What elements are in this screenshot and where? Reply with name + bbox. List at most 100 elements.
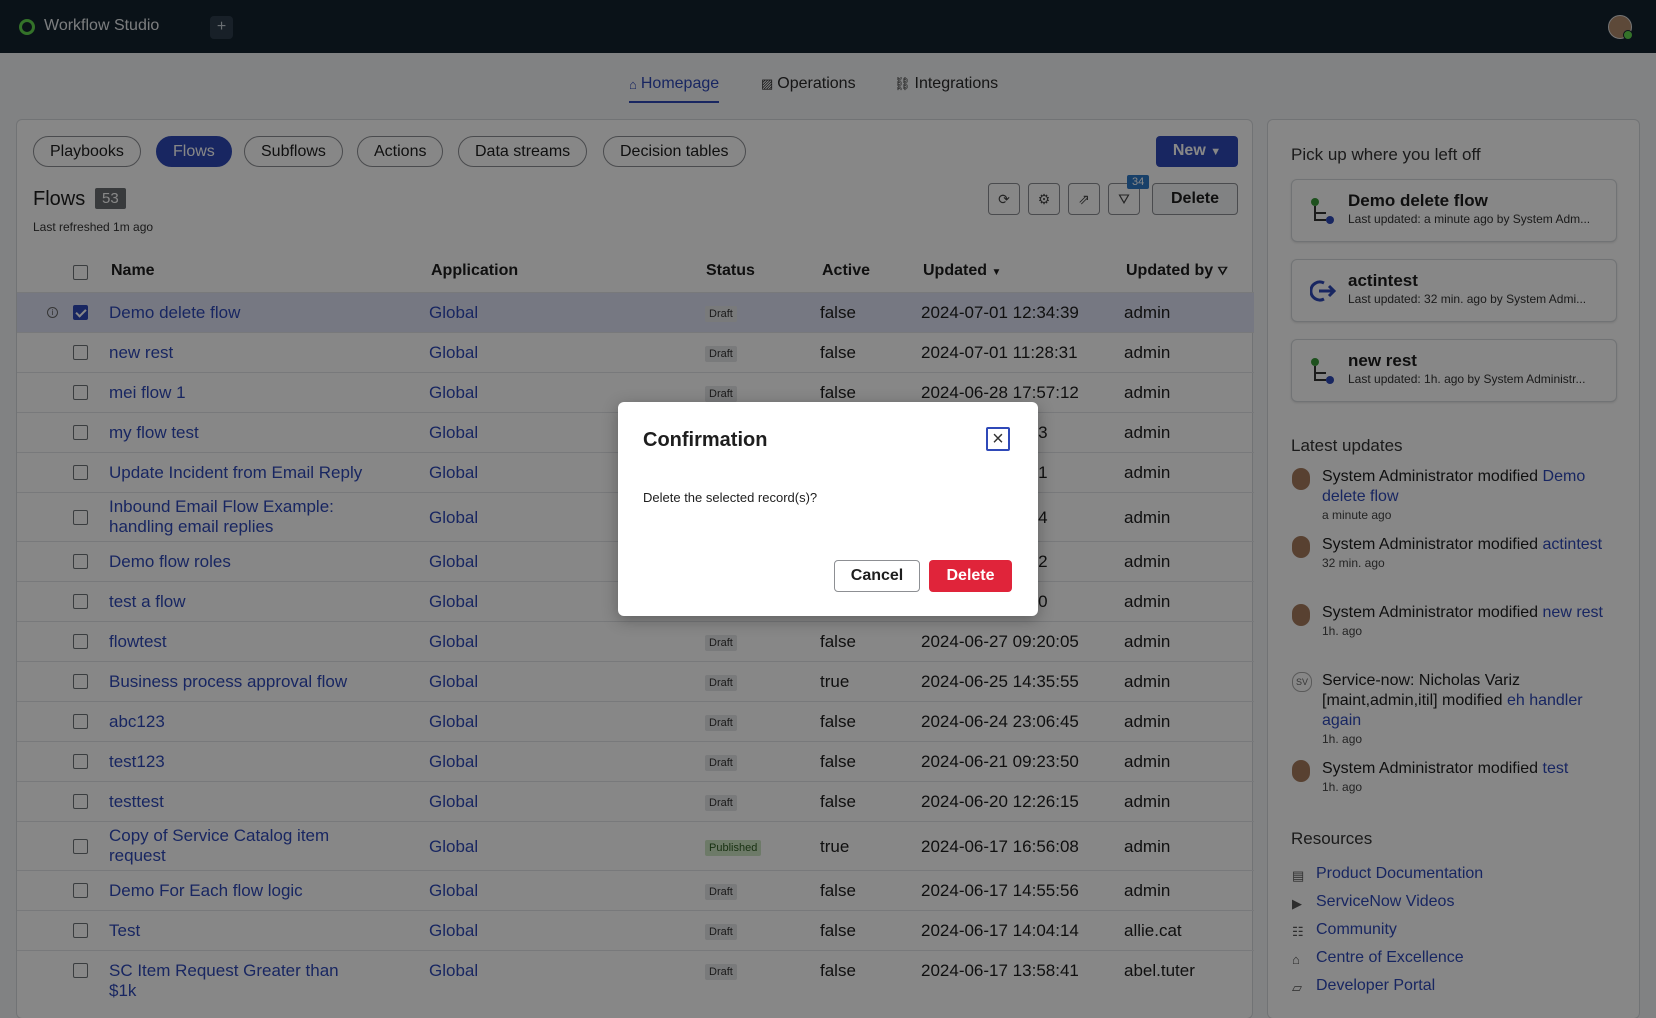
- select-all-checkbox[interactable]: [73, 265, 88, 280]
- table-row[interactable]: Copy of Service Catalog item request Glob…: [17, 821, 1254, 870]
- user-avatar[interactable]: [1608, 15, 1633, 40]
- recent-card[interactable]: actintest Last updated: 32 min. ago by S…: [1291, 259, 1617, 322]
- row-checkbox[interactable]: [73, 794, 88, 809]
- table-row[interactable]: SC Item Request Greater than $1k Global Dr…: [17, 950, 1254, 1000]
- table-row[interactable]: new rest Global Draft false 2024-07-01 11:28…: [17, 332, 1254, 372]
- application-link[interactable]: Global: [429, 921, 479, 940]
- confirm-delete-button[interactable]: Delete: [929, 560, 1012, 592]
- flow-name-link[interactable]: Update Incident from Email Reply: [109, 463, 363, 482]
- chip-playbooks[interactable]: Playbooks: [33, 136, 141, 167]
- application-link[interactable]: Global: [429, 303, 479, 322]
- application-link[interactable]: Global: [429, 836, 479, 856]
- update-link[interactable]: new rest: [1542, 604, 1603, 621]
- recent-card[interactable]: new rest Last updated: 1h. ago by System…: [1291, 339, 1617, 402]
- table-row[interactable]: Demo For Each flow logic Global Draft false…: [17, 870, 1254, 910]
- application-link[interactable]: Global: [429, 592, 479, 611]
- info-icon[interactable]: i: [47, 307, 58, 318]
- flow-name-link[interactable]: new rest: [109, 343, 174, 362]
- application-link[interactable]: Global: [429, 961, 479, 980]
- row-checkbox[interactable]: [73, 425, 88, 440]
- table-row[interactable]: mei flow 1 Global Draft false 2024-06-28 17:…: [17, 372, 1254, 412]
- flow-name-link[interactable]: Demo delete flow: [109, 303, 241, 322]
- chip-decision-tables[interactable]: Decision tables: [603, 136, 746, 167]
- row-checkbox[interactable]: [73, 554, 88, 569]
- row-checkbox[interactable]: [73, 465, 88, 480]
- flow-name-link[interactable]: SC Item Request Greater than $1k: [109, 961, 339, 1000]
- row-checkbox[interactable]: [73, 674, 88, 689]
- col-updated[interactable]: Updated ▼: [923, 262, 1001, 280]
- row-checkbox[interactable]: [73, 509, 88, 525]
- recent-card[interactable]: Demo delete flow Last updated: a minute …: [1291, 179, 1617, 242]
- col-active[interactable]: Active: [822, 262, 871, 279]
- row-checkbox[interactable]: [73, 594, 88, 609]
- flow-name-link[interactable]: Business process approval flow: [109, 672, 348, 691]
- resource-link[interactable]: Community: [1316, 921, 1397, 938]
- application-link[interactable]: Global: [429, 632, 479, 651]
- resource-link[interactable]: ServiceNow Videos: [1316, 893, 1455, 910]
- update-link[interactable]: eh handler again: [1322, 692, 1583, 729]
- tab-integrations[interactable]: ⛓ Integrations: [894, 75, 998, 101]
- application-link[interactable]: Global: [429, 383, 479, 402]
- flow-name-link[interactable]: Demo For Each flow logic: [109, 881, 303, 900]
- row-checkbox[interactable]: [73, 754, 88, 769]
- application-link[interactable]: Global: [429, 712, 479, 731]
- table-row[interactable]: abc123 Global Draft false 2024-06-24 23:06:4…: [17, 701, 1254, 741]
- update-link[interactable]: Demo delete flow: [1322, 468, 1586, 505]
- row-checkbox[interactable]: [73, 838, 88, 854]
- table-row[interactable]: i Demo delete flow Global Draft false 2024-07…: [17, 292, 1254, 332]
- row-checkbox[interactable]: [73, 963, 88, 978]
- table-row[interactable]: flowtest Global Draft false 2024-06-27 09:20…: [17, 621, 1254, 661]
- row-checkbox[interactable]: [73, 714, 88, 729]
- tab-operations[interactable]: ▨ Operations: [761, 75, 856, 101]
- application-link[interactable]: Global: [429, 463, 479, 482]
- resource-link[interactable]: Developer Portal: [1316, 977, 1436, 994]
- update-link[interactable]: actintest: [1542, 536, 1603, 553]
- flow-name-link[interactable]: abc123: [109, 712, 165, 731]
- flow-name-link[interactable]: testtest: [109, 792, 164, 811]
- new-button[interactable]: New ▼: [1156, 136, 1238, 167]
- resource-link[interactable]: Centre of Excellence: [1316, 949, 1464, 966]
- application-link[interactable]: Global: [429, 343, 479, 362]
- application-link[interactable]: Global: [429, 672, 479, 691]
- cancel-button[interactable]: Cancel: [834, 560, 920, 592]
- application-link[interactable]: Global: [429, 552, 479, 571]
- application-link[interactable]: Global: [429, 752, 479, 771]
- col-application[interactable]: Application: [431, 262, 519, 279]
- table-row[interactable]: testtest Global Draft false 2024-06-20 12:26…: [17, 781, 1254, 821]
- refresh-icon[interactable]: ⟳: [988, 183, 1020, 215]
- resource-link[interactable]: Product Documentation: [1316, 865, 1484, 882]
- add-tab-button[interactable]: +: [210, 16, 233, 39]
- table-row[interactable]: Business process approval flow Global Draf…: [17, 661, 1254, 701]
- application-link[interactable]: Global: [429, 423, 479, 442]
- application-link[interactable]: Global: [429, 881, 479, 900]
- flow-name-link[interactable]: Inbound Email Flow Example: handling ema…: [109, 497, 334, 536]
- tab-homepage[interactable]: ⌂ Homepage: [629, 75, 720, 103]
- flow-name-link[interactable]: test a flow: [109, 592, 186, 611]
- delete-button[interactable]: Delete: [1152, 183, 1238, 215]
- row-checkbox[interactable]: [73, 345, 88, 360]
- flow-name-link[interactable]: Demo flow roles: [109, 552, 231, 571]
- flow-name-link[interactable]: Copy of Service Catalog item request: [109, 826, 330, 865]
- flow-name-link[interactable]: my flow test: [109, 423, 199, 442]
- row-checkbox[interactable]: [73, 385, 88, 400]
- chip-flows[interactable]: Flows: [156, 136, 232, 167]
- flow-name-link[interactable]: Test: [109, 921, 141, 940]
- application-link[interactable]: Global: [429, 507, 479, 527]
- flow-name-link[interactable]: test123: [109, 752, 165, 771]
- table-row[interactable]: test123 Global Draft false 2024-06-21 09:23:…: [17, 741, 1254, 781]
- gear-icon[interactable]: ⚙: [1028, 183, 1060, 215]
- row-checkbox[interactable]: [73, 923, 88, 938]
- chip-subflows[interactable]: Subflows: [244, 136, 343, 167]
- row-checkbox[interactable]: [73, 883, 88, 898]
- row-checkbox[interactable]: [73, 305, 88, 320]
- flow-name-link[interactable]: mei flow 1: [109, 383, 186, 402]
- update-link[interactable]: test: [1542, 760, 1569, 777]
- col-status[interactable]: Status: [706, 262, 755, 279]
- close-icon[interactable]: ×: [986, 427, 1010, 451]
- col-updated-by[interactable]: Updated by ⛛: [1126, 262, 1228, 280]
- chip-actions[interactable]: Actions: [357, 136, 444, 167]
- export-icon[interactable]: ⇗: [1068, 183, 1100, 215]
- row-checkbox[interactable]: [73, 634, 88, 649]
- application-link[interactable]: Global: [429, 792, 479, 811]
- col-name[interactable]: Name: [111, 262, 155, 279]
